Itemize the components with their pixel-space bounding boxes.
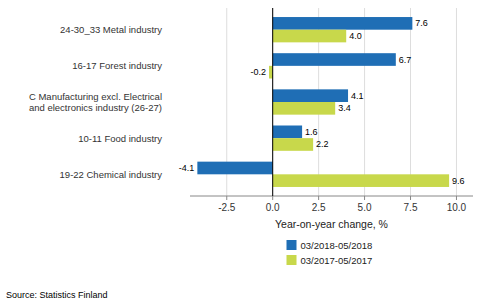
chart-container: -2.5 0.0 2.5 5.0 7.5 10.0 -4.1 1.6 4.1 6.7 7.6 9.6 2… [0,0,493,304]
legend-label: 03/2017-05/2017 [301,255,373,266]
data-labels: -4.1 1.6 4.1 6.7 7.6 9.6 2.2 3.4 -0.2 4.0 [179,18,465,185]
data-label: 1.6 [305,127,318,137]
category-label: 19-22 Chemical industry [60,169,163,180]
data-label: 2.2 [316,139,329,149]
data-label: 7.6 [415,18,428,28]
category-label-line: 16-17 Forest industry [72,60,162,71]
background [0,0,493,304]
category-label-line: C Manufacturing excl. Electrical [29,91,162,102]
grid-line [272,8,273,196]
bar [273,17,413,30]
tick-mark [226,196,227,200]
y-axis: 19-22 Chemical industry 10-11 Food indust… [29,24,162,180]
grid-line [410,8,411,196]
legend: 03/2018-05/2018 03/2017-05/2017 [287,240,373,266]
tick-mark [410,196,411,200]
data-label: 4.1 [351,91,364,101]
bar [273,53,396,66]
tick-label: -2.5 [218,202,236,213]
category-label: 16-17 Forest industry [72,60,162,71]
bar [273,138,313,151]
zero-line [272,8,273,196]
bar [273,174,449,187]
data-label: 3.4 [338,103,351,113]
tick-label: 7.5 [404,202,418,213]
tick-label: 2.5 [312,202,326,213]
legend-swatch [287,240,297,250]
x-axis: -2.5 0.0 2.5 5.0 7.5 10.0 [190,8,473,213]
tick-mark [272,196,273,200]
legend-label: 03/2018-05/2018 [301,240,373,251]
tick-label: 5.0 [358,202,372,213]
category-label: C Manufacturing excl. Electricaland elec… [29,91,162,113]
category-label-line: 10-11 Food industry [78,133,162,144]
category-label: 10-11 Food industry [78,133,162,144]
tick-mark [364,196,365,200]
source-note: Source: Statistics Finland [6,290,108,300]
bar [273,102,335,115]
bar [273,126,302,139]
x-axis-label: Year-on-year change, % [275,218,388,230]
grid-line [364,8,365,196]
tick-label: 10.0 [447,202,467,213]
category-label: 24-30_33 Metal industry [60,24,162,35]
bar [269,66,273,79]
legend-swatch [287,255,297,265]
data-label: -0.2 [251,67,267,77]
tick-label: 0.0 [266,202,280,213]
bar [197,162,272,175]
data-label: 6.7 [399,55,412,65]
tick-mark [456,196,457,200]
category-label-line: and electronics industry (26-27) [29,102,162,113]
data-label: 4.0 [349,31,362,41]
data-label: 9.6 [452,176,465,186]
bars [197,17,449,187]
category-label-line: 19-22 Chemical industry [60,169,163,180]
grid-line [456,8,457,196]
bar [273,89,348,102]
chart-svg: -2.5 0.0 2.5 5.0 7.5 10.0 -4.1 1.6 4.1 6.7 7.6 9.6 2… [0,0,493,304]
bar [273,30,347,43]
x-axis-line [190,196,473,197]
data-label: -4.1 [179,163,195,173]
category-label-line: 24-30_33 Metal industry [60,24,162,35]
tick-mark [318,196,319,200]
